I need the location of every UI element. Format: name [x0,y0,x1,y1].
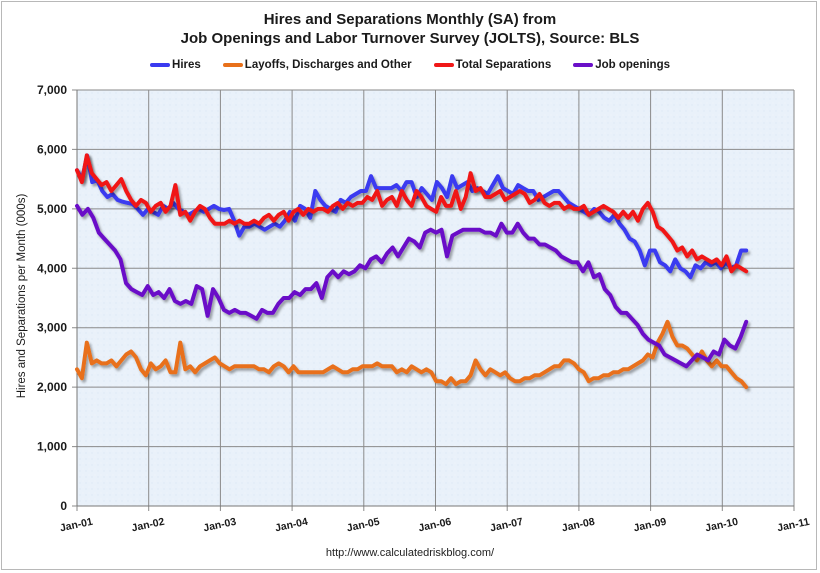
legend-label-job-openings: Job openings [595,59,670,71]
chart-subtitle: Job Openings and Labor Turnover Survey (… [180,30,640,47]
legend-item-total-separations: Total Separations [433,59,552,71]
legend-item-job-openings: Job openings [573,59,670,71]
series-lines [75,153,749,390]
y-tick-label: 5,000 [37,202,67,216]
y-tick-label: 3,000 [37,321,67,335]
x-tick-label: Jan-06 [417,516,452,535]
layoffs-line [75,319,749,390]
legend-label-layoffs: Layoffs, Discharges and Other [244,59,412,71]
y-tick-label: 6,000 [37,142,67,156]
x-tick-label: Jan-01 [59,516,94,535]
x-tick-label: Jan-03 [202,516,237,535]
y-tick-label: 1,000 [37,440,67,454]
total-separations-line [75,153,749,274]
legend-swatch-layoffs [222,63,243,67]
x-tick-label: Jan-10 [704,516,739,535]
legend-item-hires: Hires [150,59,201,71]
y-tick-label: 7,000 [37,83,67,97]
x-tick-label: Jan-05 [346,516,381,535]
legend-swatch-hires [150,63,171,67]
legend-label-total-separations: Total Separations [455,59,552,71]
legend-label-hires: Hires [172,59,201,71]
x-tick-label: Jan-11 [776,516,811,535]
x-tick-label: Jan-04 [274,516,309,535]
y-tick-label: 4,000 [37,261,67,275]
chart-title: Hires and Separations Monthly (SA) from [263,11,557,28]
x-tick-label: Jan-08 [561,516,596,535]
x-tick-label: Jan-09 [632,516,667,535]
legend-item-layoffs: Layoffs, Discharges and Other [222,59,412,71]
x-tick-label: Jan-07 [489,516,524,535]
source-url: http://www.calculatedriskblog.com/ [325,547,495,559]
legend-swatch-total-separations [433,63,454,67]
job-openings-line [75,203,749,369]
gridlines [72,89,795,511]
y-tick-label: 2,000 [37,380,67,394]
y-tick-label: 0 [60,499,67,513]
legend: Hires Layoffs, Discharges and Other Tota… [0,59,820,71]
legend-swatch-job-openings [573,63,594,67]
x-tick-label: Jan-02 [131,516,166,535]
